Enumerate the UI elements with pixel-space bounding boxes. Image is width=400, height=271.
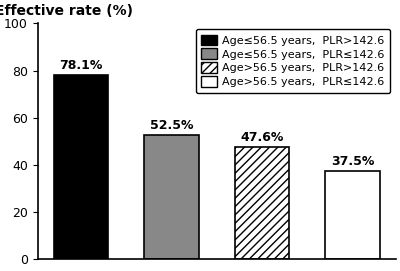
Text: 78.1%: 78.1% (60, 59, 103, 72)
Bar (325, 170, 380, 259)
Text: 52.5%: 52.5% (150, 120, 193, 133)
Text: Effective rate (%): Effective rate (%) (0, 4, 133, 18)
Bar (54, 75, 108, 259)
Legend: Age≤56.5 years,  PLR>142.6, Age≤56.5 years,  PLR≤142.6, Age>56.5 years,  PLR>142: Age≤56.5 years, PLR>142.6, Age≤56.5 year… (196, 29, 390, 93)
Text: 47.6%: 47.6% (240, 131, 284, 144)
Bar (144, 135, 199, 259)
Text: 37.5%: 37.5% (331, 155, 374, 168)
Bar (235, 147, 289, 259)
